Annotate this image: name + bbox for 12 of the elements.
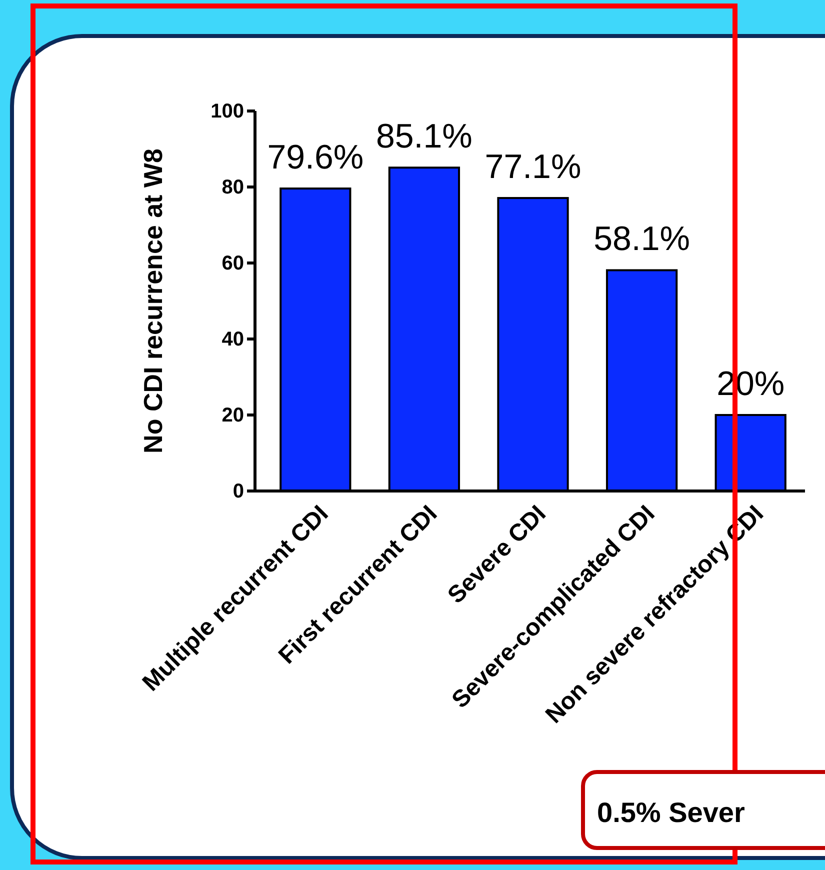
data-label: 85.1% [376,118,472,156]
text: 0.5% Sever [597,797,745,828]
data-label: 79.6% [267,138,364,177]
y-tick-label: 80 [222,176,244,198]
data-label: 77.1% [484,148,582,186]
y-tick-label: 40 [222,328,244,350]
y-tick-label: 0 [232,480,244,502]
y-tick-label: 100 [210,100,244,122]
y-axis-title: No CDI recurrence at W8 [138,148,168,454]
y-tick-label: 20 [222,404,244,426]
y-tick-label: 60 [222,252,244,274]
data-label: 58.1% [594,220,690,258]
